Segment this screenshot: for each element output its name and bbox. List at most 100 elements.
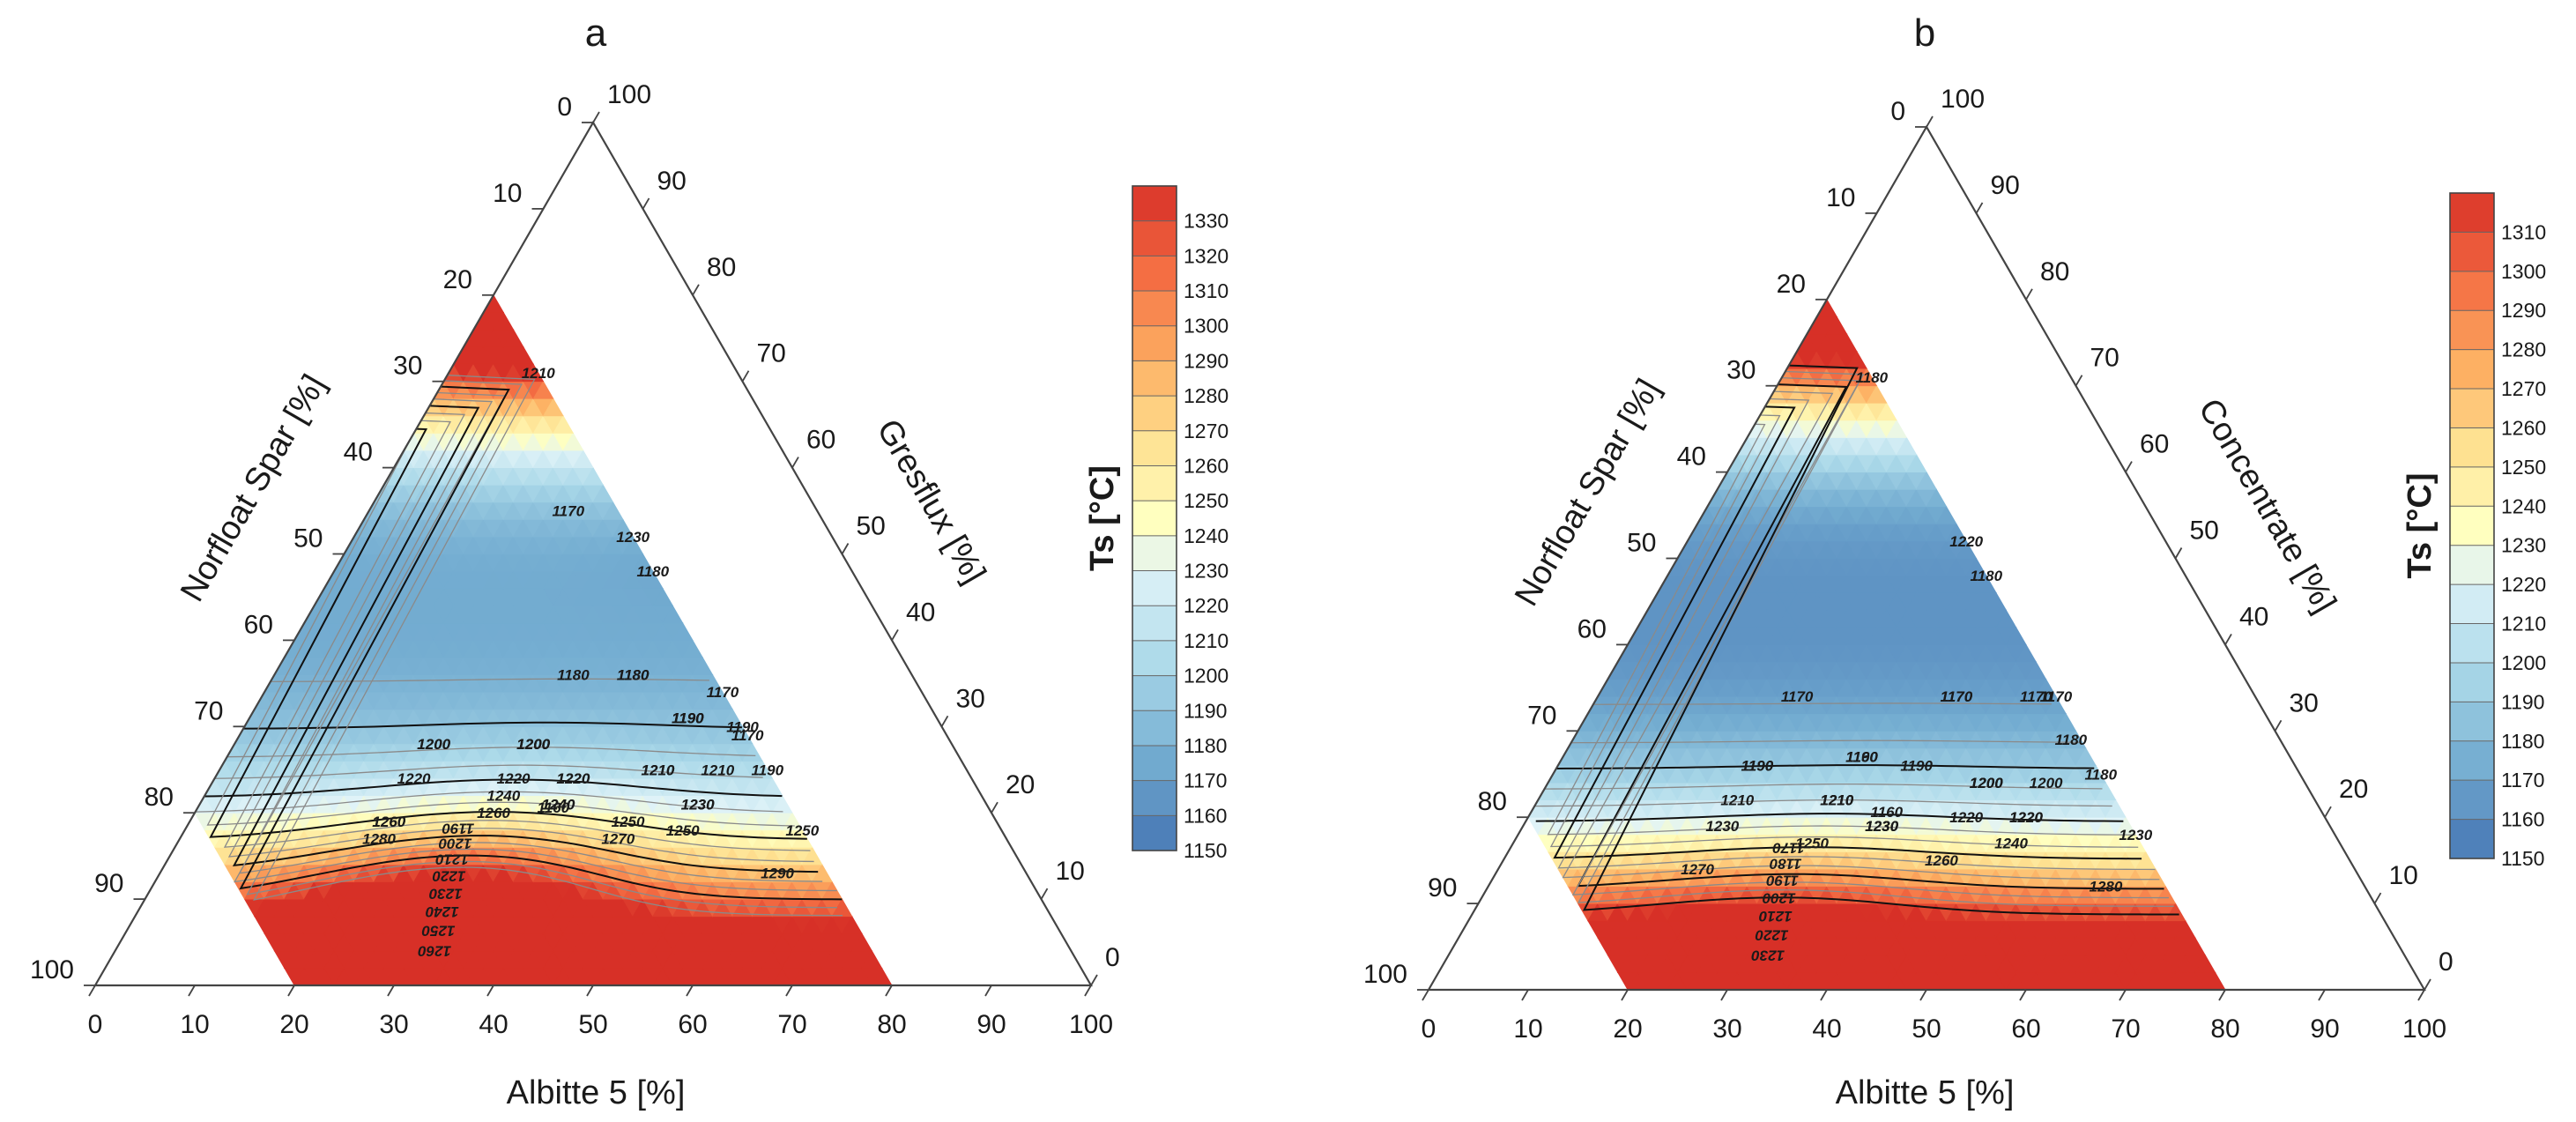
tick-mark bbox=[2125, 461, 2133, 473]
left-tick-label: 10 bbox=[493, 179, 522, 208]
bottom-tick-label: 50 bbox=[578, 1010, 607, 1039]
colorbar-swatch bbox=[1132, 291, 1177, 327]
colorbar-swatch bbox=[1132, 815, 1177, 851]
tick-mark bbox=[1720, 989, 1728, 1001]
contour-label: 1250 bbox=[666, 822, 700, 839]
contour-label: 1200 bbox=[417, 736, 450, 753]
tick-mark bbox=[2324, 806, 2332, 818]
contour-label-bottom: 1180 bbox=[1769, 856, 1801, 873]
colorbar-tick-label: 1250 bbox=[1184, 489, 1229, 512]
bottom-tick-label: 80 bbox=[877, 1010, 906, 1039]
contour-cell bbox=[602, 501, 624, 520]
colorbar-swatch bbox=[2450, 780, 2494, 821]
tick-mark bbox=[791, 457, 799, 469]
right-tick-label: 0 bbox=[2439, 947, 2454, 977]
colorbar-swatch bbox=[2450, 702, 2494, 742]
colorbar-tick-label: 1230 bbox=[1184, 560, 1229, 583]
colorbar-tick-label: 1150 bbox=[1184, 839, 1227, 862]
contour-cell bbox=[711, 691, 733, 710]
colorbar-tick-label: 1220 bbox=[1184, 594, 1229, 617]
bottom-axis-label-b: Albitte 5 [%] bbox=[1836, 1074, 2015, 1111]
left-tick-label: 80 bbox=[145, 783, 174, 812]
bottom-tick-label: 90 bbox=[976, 1010, 1006, 1039]
tick-mark bbox=[287, 985, 295, 997]
colorbar-swatch bbox=[1132, 220, 1177, 256]
colorbar-swatch bbox=[1132, 710, 1177, 747]
contour-cell bbox=[562, 432, 584, 451]
colorbar-tick-label: 1330 bbox=[1184, 210, 1229, 233]
contour-label: 1280 bbox=[2089, 879, 2122, 895]
contour-label: 1200 bbox=[1970, 775, 2003, 791]
contour-field-a bbox=[194, 294, 893, 986]
tick-mark bbox=[2019, 989, 2027, 1001]
right-tick-label: 90 bbox=[657, 167, 687, 196]
colorbar-swatch bbox=[1132, 256, 1177, 292]
tick-mark bbox=[1919, 989, 1927, 1001]
contour-label: 1190 bbox=[672, 710, 704, 727]
colorbar-tick-label: 1310 bbox=[1184, 279, 1229, 302]
colorbar-swatch bbox=[2450, 740, 2494, 781]
colorbar-swatch bbox=[2450, 545, 2494, 585]
colorbar-tick-label: 1160 bbox=[2501, 808, 2544, 831]
contour-label: 1180 bbox=[1971, 568, 2003, 584]
contour-label: 1200 bbox=[516, 736, 550, 753]
contour-label: 1190 bbox=[1900, 757, 1933, 774]
contour-label: 1260 bbox=[372, 814, 405, 830]
left-tick-label: 40 bbox=[344, 438, 373, 467]
contour-label: 1170 bbox=[707, 684, 739, 701]
bottom-tick-label: 20 bbox=[1613, 1014, 1642, 1044]
contour-cell bbox=[532, 380, 554, 399]
bottom-tick-label: 40 bbox=[1812, 1014, 1841, 1044]
contour-cell bbox=[682, 639, 703, 658]
colorbar-tick-label: 1280 bbox=[1184, 384, 1229, 407]
tick-mark bbox=[592, 111, 600, 123]
contour-label-bottom: 1190 bbox=[442, 820, 474, 836]
right-tick-label: 10 bbox=[1056, 857, 1085, 886]
contour-cell bbox=[612, 518, 634, 538]
contour-cell bbox=[1816, 298, 1837, 317]
bottom-tick-label: 50 bbox=[1912, 1014, 1941, 1044]
colorbar-b: 1150 1160 1170 1180 1190 1200 1210 1220 1230 1240… bbox=[2402, 192, 2546, 870]
contour-label-bottom: 1230 bbox=[1751, 947, 1785, 964]
right-tick-label: 70 bbox=[757, 339, 786, 368]
colorbar-swatch bbox=[2450, 466, 2494, 507]
tick-mark bbox=[1040, 888, 1049, 900]
contour-label: 1260 bbox=[477, 805, 510, 821]
contour-cell bbox=[771, 794, 793, 814]
bottom-tick-label: 0 bbox=[1422, 1014, 1436, 1044]
colorbar-swatch bbox=[2450, 662, 2494, 702]
tick-mark bbox=[2417, 989, 2425, 1001]
contour-line bbox=[270, 678, 709, 682]
left-tick-label: 100 bbox=[30, 955, 74, 985]
left-tick-label: 70 bbox=[1527, 701, 1556, 730]
colorbar-swatch bbox=[2450, 506, 2494, 546]
right-tick-label: 70 bbox=[2090, 344, 2119, 373]
contour-cell bbox=[622, 536, 644, 554]
colorbar-tick-label: 1250 bbox=[2501, 456, 2546, 479]
bottom-tick-label: 60 bbox=[2011, 1014, 2040, 1044]
bottom-tick-label: 100 bbox=[2402, 1014, 2446, 1044]
contour-label-bottom: 1220 bbox=[1755, 927, 1788, 944]
contour-label-bottom: 1260 bbox=[418, 943, 451, 960]
colorbar-title: Ts [°C] bbox=[2402, 472, 2439, 578]
colorbar-a: 1150 1160 1170 1180 1190 1200 1210 1220 1230 1240… bbox=[1084, 185, 1229, 862]
colorbar-tick-label: 1200 bbox=[1184, 665, 1229, 687]
colorbar-swatch bbox=[2450, 349, 2494, 390]
colorbar-swatch bbox=[1132, 535, 1177, 572]
contour-label: 1290 bbox=[761, 866, 794, 882]
contour-label: 1210 bbox=[522, 365, 555, 382]
colorbar-swatch bbox=[1132, 186, 1177, 222]
left-axis-label-a: Norfloat Spar [%] bbox=[174, 368, 333, 608]
contour-label: 1270 bbox=[1681, 861, 1714, 878]
contour-label: 1220 bbox=[1949, 809, 1983, 826]
colorbar-tick-label: 1180 bbox=[2501, 730, 2544, 753]
right-tick-label: 30 bbox=[956, 684, 985, 713]
colorbar-tick-label: 1280 bbox=[2501, 338, 2546, 361]
colorbar-tick-label: 1230 bbox=[2501, 534, 2546, 557]
colorbar-swatch bbox=[1132, 640, 1177, 677]
contour-label: 1210 bbox=[701, 762, 734, 778]
colorbar-tick-label: 1320 bbox=[1184, 244, 1229, 267]
right-tick-label: 20 bbox=[2339, 775, 2368, 804]
tick-mark bbox=[1422, 989, 1429, 1001]
